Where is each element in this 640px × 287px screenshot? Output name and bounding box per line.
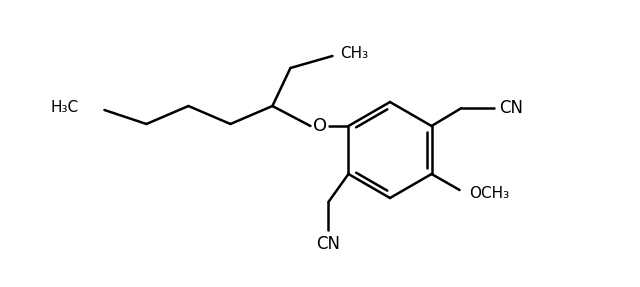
- Text: CH₃: CH₃: [340, 46, 369, 61]
- Text: CN: CN: [500, 99, 524, 117]
- Text: CN: CN: [316, 235, 340, 253]
- Text: O: O: [314, 117, 328, 135]
- Text: OCH₃: OCH₃: [470, 185, 509, 201]
- Text: H₃C: H₃C: [51, 100, 79, 115]
